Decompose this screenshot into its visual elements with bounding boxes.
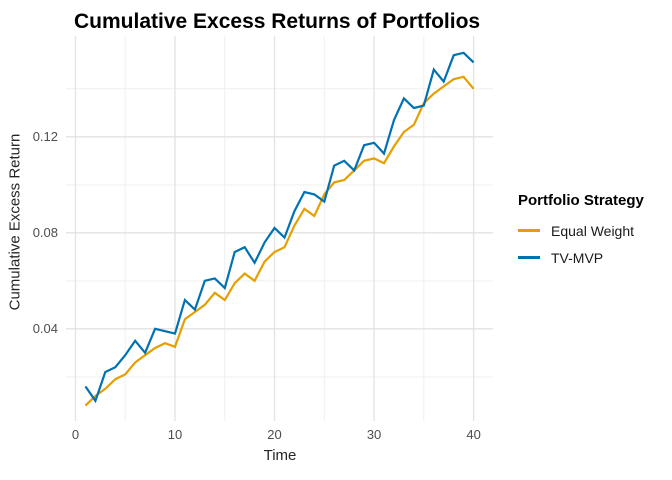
legend-label: TV-MVP (551, 249, 604, 266)
series-line-tv-mvp (84, 51, 475, 404)
x-tick-label: 10 (167, 427, 183, 442)
legend-label: Equal Weight (551, 222, 635, 239)
x-axis-title: Time (263, 447, 297, 464)
legend: Portfolio Strategy Equal Weight TV-MVP (518, 192, 644, 266)
x-tick-label: 40 (466, 427, 481, 442)
y-tick-label: 0.08 (32, 225, 58, 241)
y-tick-label: 0.12 (32, 129, 58, 145)
x-tick-label: 20 (267, 427, 282, 442)
legend-title: Portfolio Strategy (518, 192, 644, 209)
x-tick-label: 0 (71, 427, 80, 442)
legend-item: Equal Weight (518, 222, 644, 239)
chart-title: Cumulative Excess Returns of Portfolios (74, 10, 481, 33)
series-line-equal-weight (84, 75, 475, 407)
x-tick-label: 30 (366, 427, 382, 442)
legend-items: Equal Weight TV-MVP (518, 222, 644, 266)
y-tick-label: 0.04 (32, 321, 58, 337)
y-axis-title: Cumulative Excess Return (6, 133, 24, 311)
legend-item: TV-MVP (518, 249, 644, 266)
legend-key-line (518, 256, 540, 259)
legend-key-line (518, 229, 540, 232)
